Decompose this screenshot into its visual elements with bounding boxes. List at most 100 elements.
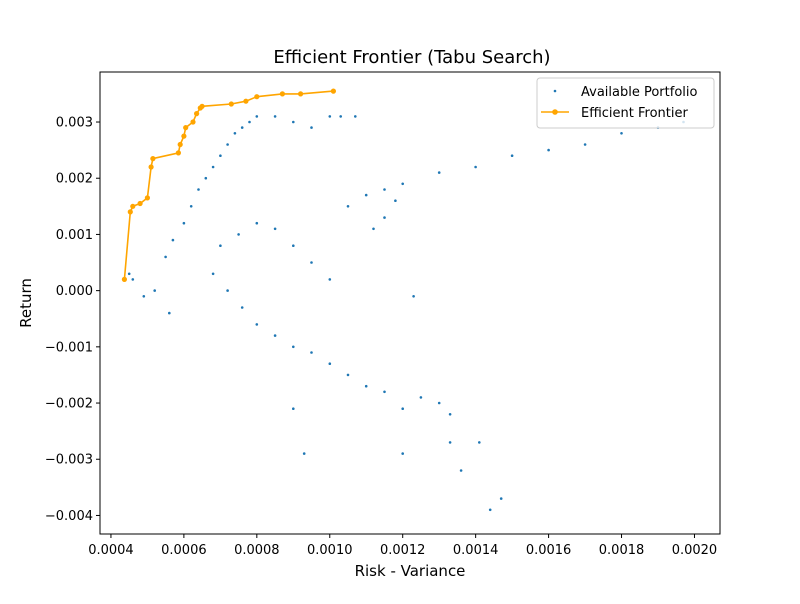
legend-label-available-portfolio: Available Portfolio [581, 85, 698, 100]
scatter-point [237, 233, 240, 236]
efficient-frontier-point [228, 101, 234, 107]
y-axis-label: Return [17, 278, 35, 328]
efficient-frontier-point [298, 91, 304, 97]
scatter-point [219, 244, 222, 247]
scatter-point [401, 182, 405, 186]
axes-frame [99, 71, 721, 535]
scatter-point [204, 176, 208, 180]
y-tick-label: 0.003 [56, 116, 93, 131]
scatter-point [328, 278, 332, 281]
x-tick-label: 0.0020 [672, 543, 718, 558]
scatter-point [219, 154, 222, 157]
scatter-point [211, 165, 215, 169]
scatter-point [412, 295, 415, 298]
scatter-point [364, 384, 368, 388]
y-tick-label: −0.003 [45, 453, 93, 468]
efficient-frontier-point [194, 111, 200, 117]
efficient-frontier-point [150, 156, 156, 162]
plot-area [99, 71, 721, 535]
x-tick-label: 0.0004 [88, 543, 134, 558]
efficient-frontier-point [243, 98, 249, 104]
x-tick-label: 0.0018 [599, 543, 645, 558]
scatter-point [142, 295, 146, 298]
scatter-layer [127, 115, 685, 512]
scatter-point [211, 272, 215, 276]
scatter-point [302, 452, 306, 455]
scatter-point [372, 227, 375, 231]
legend-scatter-marker [553, 89, 557, 93]
efficient-frontier-point [148, 164, 154, 170]
scatter-point [459, 469, 463, 472]
scatter-point [182, 221, 186, 225]
x-axis: 0.0004 0.0006 0.0008 0.0010 0.0012 0.0014 0.00… [88, 534, 717, 558]
scatter-point [248, 120, 251, 124]
scatter-point [153, 289, 156, 292]
scatter-point [171, 238, 175, 242]
frontier-layer [121, 88, 336, 282]
scatter-point [346, 205, 350, 208]
scatter-point [583, 143, 587, 146]
legend: Available Portfolio Efficient Frontier [536, 77, 715, 129]
scatter-point [547, 148, 550, 152]
x-axis-label: Risk - Variance [355, 562, 466, 580]
scatter-point [226, 143, 229, 146]
scatter-point [273, 227, 277, 231]
scatter-point [233, 132, 237, 135]
scatter-point [310, 261, 313, 264]
x-tick-label: 0.0012 [380, 543, 426, 558]
scatter-point [292, 120, 295, 124]
scatter-point [383, 390, 386, 394]
y-tick-label: 0.002 [56, 172, 93, 187]
scatter-point [346, 373, 350, 377]
chart-title: Efficient Frontier (Tabu Search) [273, 47, 550, 68]
x-tick-label: 0.0014 [453, 543, 499, 558]
scatter-point [273, 115, 277, 118]
scatter-point [292, 244, 295, 247]
scatter-point [255, 115, 259, 118]
scatter-point [339, 115, 343, 118]
y-axis: −0.004 −0.003 −0.002 −0.001 0.000 0.001 0.002 0… [45, 116, 100, 524]
scatter-point [401, 407, 405, 411]
y-tick-label: −0.001 [45, 340, 93, 355]
scatter-point [383, 216, 386, 219]
scatter-point [510, 154, 514, 157]
scatter-point [292, 345, 295, 349]
scatter-point [419, 396, 423, 399]
scatter-point [354, 115, 357, 118]
efficient-frontier-point [254, 94, 260, 100]
scatter-point [292, 407, 295, 411]
scatter-point [364, 193, 368, 197]
efficient-frontier-point [130, 203, 136, 209]
scatter-point [620, 132, 623, 135]
efficient-frontier-point [330, 88, 336, 94]
scatter-point [310, 126, 313, 129]
efficient-frontier-point [137, 200, 143, 207]
y-tick-label: −0.002 [45, 397, 93, 412]
scatter-point [499, 497, 503, 500]
x-tick-label: 0.0006 [161, 543, 207, 558]
efficient-frontier-point [175, 150, 181, 156]
scatter-point [131, 278, 135, 281]
scatter-point [197, 188, 200, 191]
scatter-point [127, 272, 131, 276]
scatter-point [255, 323, 259, 326]
efficient-frontier-point [279, 91, 285, 97]
efficient-frontier-point [121, 276, 127, 282]
scatter-point [474, 165, 477, 169]
scatter-point [273, 334, 277, 337]
scatter-point [437, 171, 441, 174]
scatter-point [383, 188, 386, 191]
scatter-point [437, 401, 441, 405]
efficient-frontier-point [127, 209, 133, 215]
efficient-frontier-point [183, 125, 189, 131]
scatter-point [255, 221, 259, 225]
efficient-frontier-point [199, 103, 205, 109]
scatter-point [189, 205, 193, 208]
scatter-point [226, 289, 229, 292]
x-tick-label: 0.0008 [234, 543, 280, 558]
scatter-point [488, 508, 492, 512]
scatter-point [448, 413, 452, 416]
legend-frontier-marker [552, 109, 558, 115]
y-tick-label: 0.001 [56, 228, 93, 243]
